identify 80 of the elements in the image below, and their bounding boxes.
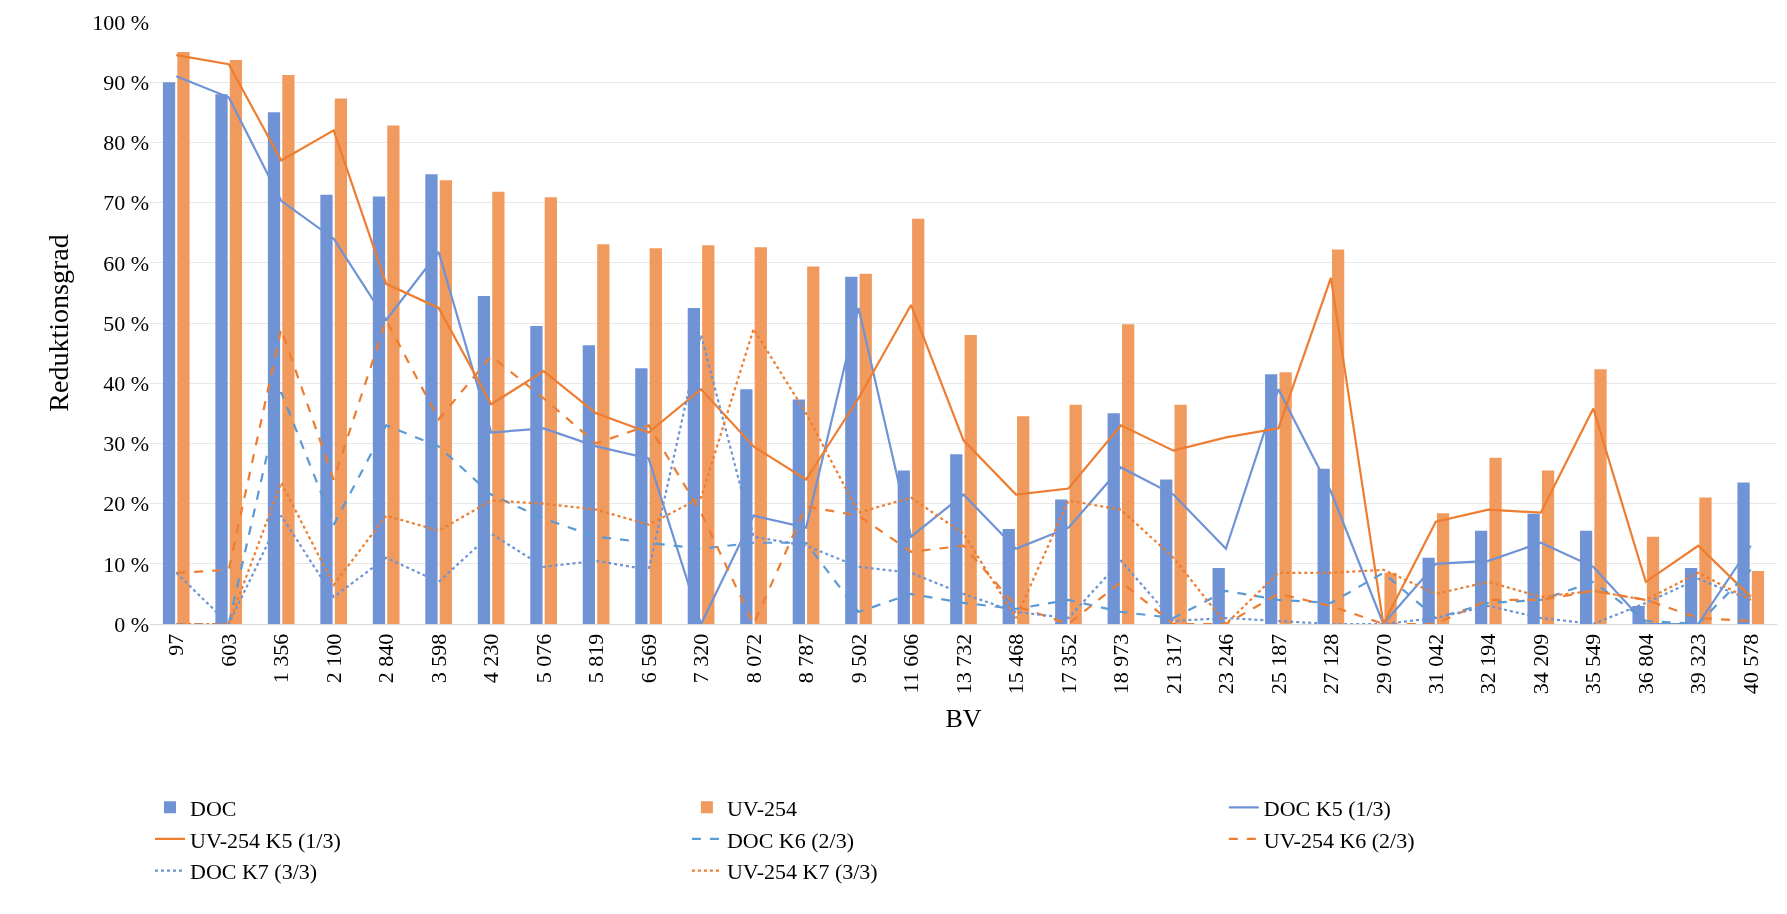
bar	[1174, 404, 1187, 624]
y-tick-label: 100 %	[92, 9, 149, 35]
x-tick-label: 603	[215, 633, 241, 667]
bar	[912, 218, 925, 624]
bar	[1699, 497, 1712, 624]
x-tick-label: 11 606	[898, 633, 924, 694]
x-tick-label: 35 549	[1580, 633, 1606, 695]
bar	[439, 180, 453, 624]
bar	[1069, 404, 1082, 624]
x-tick-label: 5 076	[530, 633, 556, 684]
y-tick-label: 10 %	[103, 551, 149, 577]
legend-label: DOC K5 (1/3)	[1263, 795, 1391, 821]
bar	[807, 266, 820, 624]
x-tick-label: 4 230	[478, 633, 504, 684]
bar	[1436, 513, 1450, 624]
x-tick-label: 27 128	[1318, 633, 1344, 695]
x-tick-label: 6 569	[635, 633, 661, 684]
x-tick-label: 97	[163, 633, 189, 656]
legend-label: DOC	[190, 795, 237, 821]
bar	[1279, 372, 1292, 624]
bar	[1489, 457, 1502, 624]
bar	[334, 98, 348, 624]
bar	[1751, 571, 1765, 624]
x-tick-label: 17 352	[1055, 633, 1081, 695]
y-tick-label: 80 %	[103, 130, 149, 156]
y-tick-label: 90 %	[103, 69, 149, 95]
x-tick-label: 40 578	[1737, 633, 1763, 695]
y-tick-label: 70 %	[103, 190, 149, 216]
x-tick-label: 7 320	[688, 633, 714, 684]
legend-label: UV-254 K7 (3/3)	[726, 859, 878, 885]
bar	[387, 125, 400, 624]
bar	[702, 245, 715, 624]
x-tick-label: 13 732	[950, 633, 976, 695]
y-tick-label: 50 %	[103, 310, 149, 336]
x-tick-label: 8 787	[793, 633, 819, 684]
y-tick-label: 0 %	[114, 611, 149, 637]
x-tick-label: 8 072	[740, 633, 766, 684]
legend-label: UV-254	[726, 795, 797, 821]
x-tick-label: 29 070	[1370, 633, 1396, 695]
bar	[1541, 470, 1555, 624]
bar	[964, 335, 977, 624]
bar	[282, 74, 295, 624]
x-tick-label: 9 502	[845, 633, 871, 684]
bar	[597, 244, 610, 624]
x-tick-label: 3 598	[425, 633, 451, 684]
x-tick-label: 34 209	[1527, 633, 1553, 695]
x-tick-label: 5 819	[583, 633, 609, 684]
bar	[1017, 416, 1030, 624]
bar	[229, 59, 243, 624]
bar	[1122, 324, 1135, 624]
x-axis-title: BV	[945, 704, 982, 733]
x-tick-label: 15 468	[1003, 633, 1029, 695]
legend-label: UV-254 K6 (2/3)	[1263, 827, 1415, 853]
bar	[1331, 249, 1345, 624]
x-tick-label: 25 187	[1265, 633, 1291, 695]
legend-label: UV-254 K5 (1/3)	[190, 827, 341, 853]
x-tick-label: 39 323	[1685, 633, 1711, 695]
x-tick-label: 32 194	[1475, 633, 1501, 695]
bar	[492, 191, 505, 624]
y-tick-label: 20 %	[103, 491, 149, 517]
bar	[649, 248, 662, 624]
x-tick-label: 1 356	[268, 633, 294, 684]
y-tick-label: 30 %	[103, 431, 149, 457]
x-tick-label: 31 042	[1423, 633, 1448, 695]
y-axis-title: Reduktionsgrad	[42, 234, 74, 412]
y-tick-label: 40 %	[103, 370, 149, 396]
bar	[754, 247, 767, 624]
x-tick-label: 36 804	[1632, 633, 1658, 695]
x-tick-label: 2 840	[373, 633, 399, 684]
x-tick-label: 21 317	[1160, 633, 1186, 695]
bar	[544, 197, 557, 624]
y-tick-label: 60 %	[103, 250, 149, 276]
bar	[177, 52, 190, 624]
bar	[1594, 369, 1607, 624]
legend-label: DOC K7 (3/3)	[190, 859, 318, 885]
x-tick-label: 23 246	[1213, 633, 1239, 695]
x-tick-label: 18 973	[1108, 633, 1134, 695]
bar	[859, 273, 872, 624]
x-tick-label: 2 100	[320, 633, 346, 684]
legend-label: DOC K6 (2/3)	[726, 827, 855, 853]
